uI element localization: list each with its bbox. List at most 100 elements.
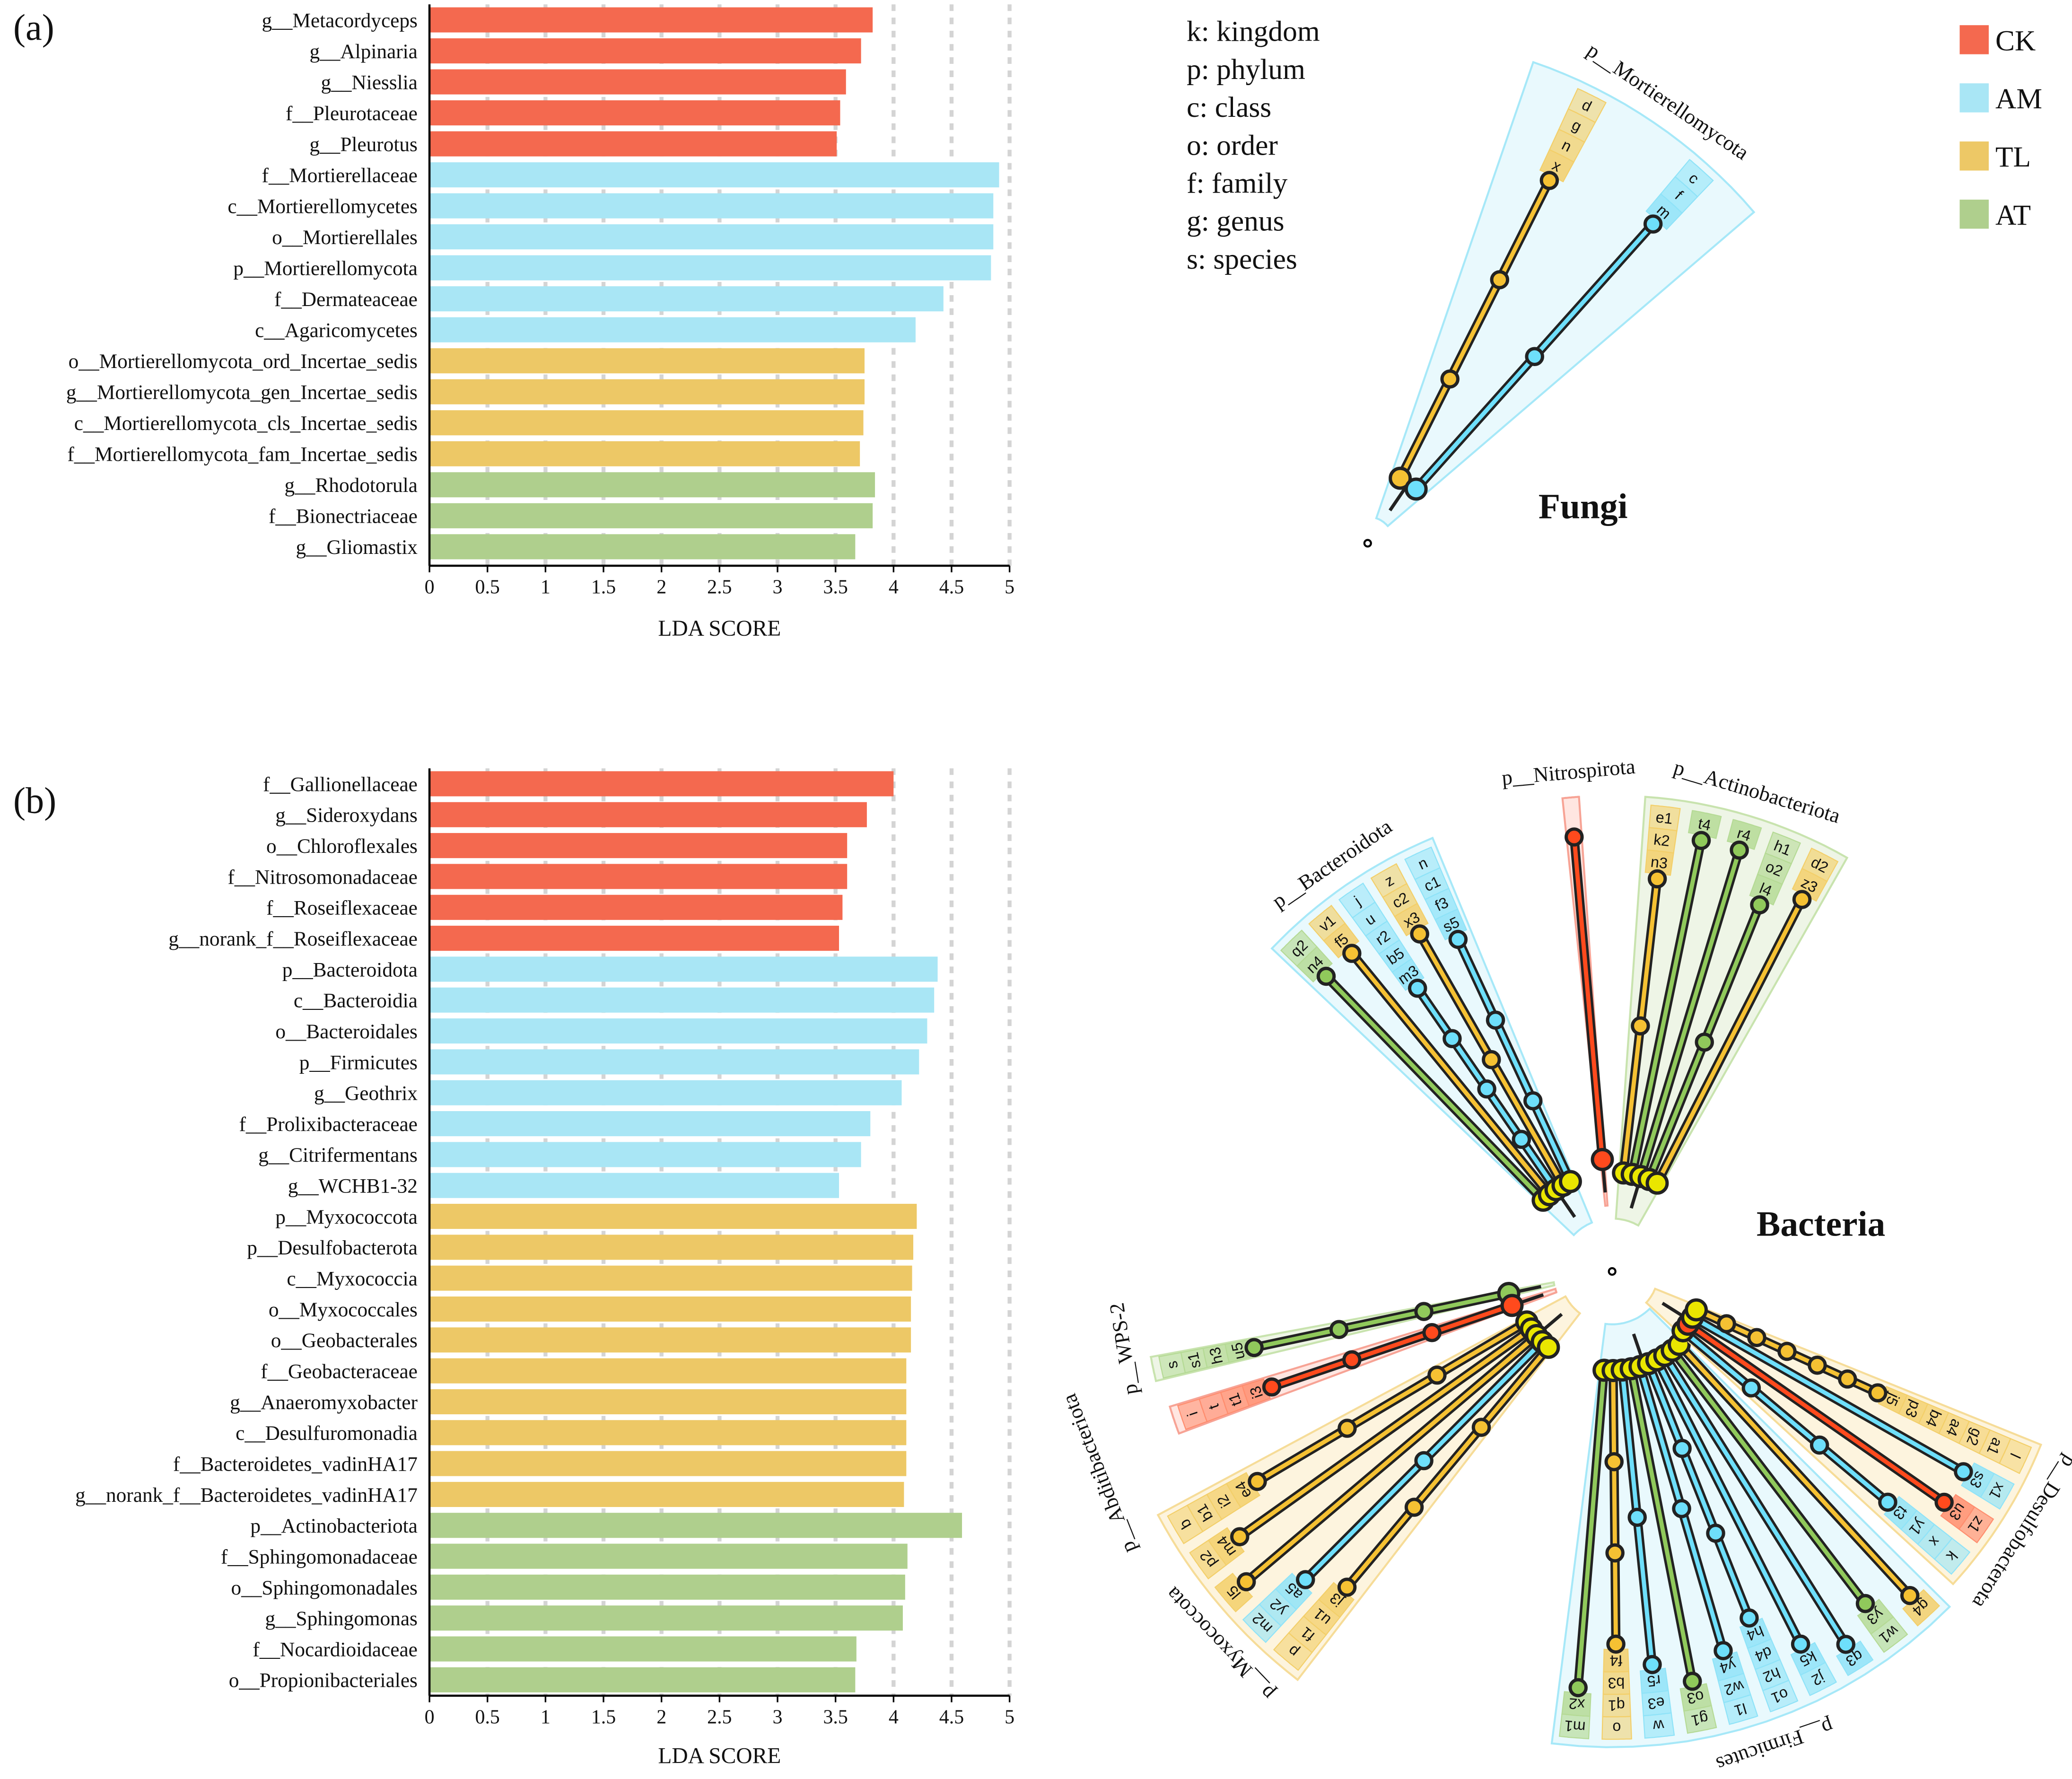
bar-g__Citrifermentans (429, 1142, 861, 1167)
taxon-node (1691, 831, 1711, 850)
bar-o__Mortierellales (429, 224, 994, 250)
taxon-node (1414, 1451, 1434, 1471)
rank-key-item: o: order (1187, 129, 1278, 161)
taxon-node (1410, 924, 1429, 944)
taxon-node (1482, 1050, 1501, 1069)
branch-line (1670, 1349, 1867, 1605)
bar-c__Mortierellomycetes (429, 193, 994, 219)
bar-g__Sphingomonas (429, 1605, 903, 1631)
bar-label: o__Bacteroidales (275, 1020, 418, 1043)
taxon-node (1408, 979, 1427, 998)
taxon-node (1838, 1369, 1857, 1389)
leaf-label: o (1612, 1719, 1621, 1736)
taxon-node (1740, 1608, 1759, 1628)
legend-swatch-ck (1959, 25, 1989, 54)
legend-label-ck: CK (1995, 25, 2036, 57)
bar-f__Nitrosomonadaceae (429, 864, 848, 889)
leaf-label: u5 (1228, 1341, 1248, 1361)
taxon-node (1262, 1377, 1282, 1397)
x-tick-label: 1 (541, 577, 551, 598)
bar-f__Sphingomonadaceae (429, 1543, 908, 1569)
taxon-node (1337, 1577, 1357, 1597)
taxon-node (1296, 1570, 1315, 1589)
branch-line (1253, 1291, 1509, 1350)
taxon-node (1414, 1302, 1434, 1321)
leaf-label: g1 (1690, 1709, 1710, 1729)
bar-f__Dermateaceae (429, 286, 944, 312)
x-tick-label: 4.5 (939, 577, 964, 598)
branch-line (1576, 1370, 1607, 1688)
leaf-label-box (1189, 1539, 1227, 1580)
bar-label: g__Niesslia (321, 71, 417, 94)
bar-chart-a: g__Metacordyceps g__Alpinaria g__Niessliaf… (66, 4, 1014, 641)
leaf-label-box (1765, 831, 1801, 865)
leaf-label-box (1980, 1472, 2015, 1510)
bar-label: f__Mortierellomycota_fam_Incertae_sedis (67, 443, 418, 466)
legend-swatch-tl (1959, 141, 1989, 171)
bar-o__Chloroflexales (429, 833, 848, 859)
branch-line (1646, 1363, 1751, 1619)
branch-line (1681, 1329, 1889, 1504)
bar-label: g__Citrifermentans (258, 1144, 418, 1166)
bar-f__Roseiflexaceae (429, 894, 843, 920)
bar-label: g__norank_f__Roseiflexaceae (168, 928, 418, 950)
bar-g__Alpinaria (429, 38, 861, 64)
clade-nitrospirota: p__Nitrospirota (1501, 754, 1636, 1207)
branch-line (1456, 938, 1573, 1183)
leaf-label-box (1648, 805, 1681, 832)
bar-o__Bacteroidales (429, 1018, 927, 1044)
leaf-label-box (1958, 1506, 1994, 1543)
bar-g__Gliomastix (429, 534, 856, 560)
bar-g__Mortierellomycota_gen_Incertae_sedis (429, 379, 865, 404)
bar-label: o__Geobacterales (271, 1329, 418, 1352)
x-tick-label: 1 (541, 1707, 551, 1728)
taxonomic-rank-key: k: kingdom p: phylum c: class o: order f: fa… (1187, 16, 1320, 275)
bar-label: g__Pleurotus (309, 133, 418, 156)
taxon-node (1248, 1472, 1267, 1491)
bar-label: o__Chloroflexales (266, 835, 418, 858)
clade-firmicutes: x2m1f4b3q1or5e3wo3g1y4w2l1h4d4h2o1k5j2q3… (1550, 1307, 1951, 1777)
leaf-label: h3 (1206, 1346, 1226, 1366)
x-tick-label: 3.5 (823, 1707, 848, 1728)
branch-line (1638, 849, 1741, 1177)
leaf-label-box (1800, 1661, 1837, 1696)
branch-line (1245, 1334, 1538, 1584)
x-tick-label: 1.5 (591, 1707, 616, 1728)
bar-label: f__Prolixibacteraceae (239, 1113, 417, 1136)
bar-label: g__Gliomastix (296, 536, 418, 559)
rank-key-item: p: phylum (1187, 53, 1305, 86)
taxon-node (1747, 1328, 1766, 1347)
clade-wedge (1375, 61, 1756, 528)
taxon-node (1591, 1148, 1614, 1171)
taxon-node (1605, 1543, 1625, 1563)
taxon-node (1836, 1635, 1856, 1654)
bar-o__Sphingomonadales (429, 1574, 905, 1600)
panel-label-a: (a) (13, 7, 54, 48)
x-tick-label: 4 (889, 1707, 899, 1728)
bar-label: p__Actinobacteriota (250, 1515, 417, 1537)
taxon-node (1389, 466, 1412, 490)
leaf-label: e3 (1647, 1694, 1665, 1712)
leaf-label-box (1723, 1694, 1758, 1725)
leaf-label-box (1870, 1616, 1908, 1653)
taxon-node (1427, 1365, 1447, 1385)
taxon-node (1878, 1492, 1897, 1512)
bar-c__Desulfuromonadia (429, 1420, 907, 1446)
leaf-label: r5 (1646, 1672, 1661, 1690)
taxon-node (1706, 1524, 1725, 1543)
taxon-node (1500, 1294, 1524, 1317)
leaf-label-box (1370, 863, 1408, 898)
branch-line (1572, 837, 1605, 1160)
leaf-label: x2 (1568, 1695, 1586, 1713)
cladogram-title: Fungi (1539, 487, 1628, 526)
taxon-node (1714, 1641, 1733, 1660)
bar-label: f__Mortierellaceae (262, 164, 418, 187)
taxon-node (1477, 1079, 1496, 1099)
leaf-label-box (1601, 1716, 1632, 1740)
taxon-node (1672, 1438, 1692, 1458)
taxon-node (1512, 1130, 1531, 1149)
leaf-label-box (1643, 1712, 1675, 1739)
